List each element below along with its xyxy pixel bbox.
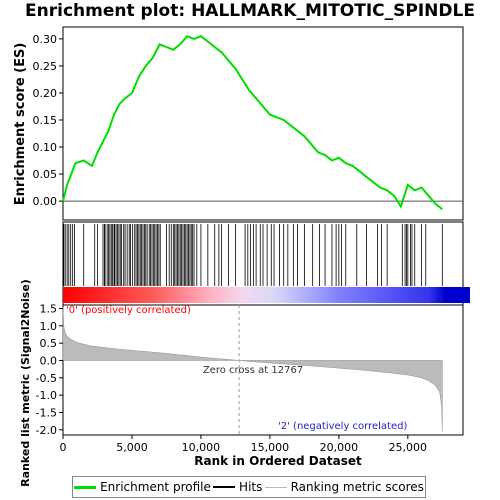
x-axis-label: Rank in Ordered Dataset [194, 454, 362, 468]
x-tick-label: 15,000 [251, 441, 290, 454]
es-panel-frame [62, 26, 464, 221]
legend-label-enrichment-profile: Enrichment profile [100, 480, 211, 494]
es-y-tick-label: 0.05 [33, 168, 58, 181]
legend-label-ranking-metric: Ranking metric scores [290, 480, 424, 494]
zero-cross-label: Zero cross at 12767 [203, 365, 303, 376]
es-y-axis-label: Enrichment score (ES) [13, 43, 28, 206]
legend: Enrichment profile Hits Ranking metric s… [72, 476, 426, 498]
es-y-tick-label: 0.20 [33, 87, 58, 100]
rank-y-tick-label: 1.0 [40, 320, 58, 333]
es-y-axis-ticks: 0.00 0.05 0.10 0.15 0.20 0.25 0.30 [33, 33, 63, 208]
rank-y-axis-label: Ranked list metric (Signal2Noise) [19, 279, 32, 487]
x-tick-label: 25,000 [389, 441, 428, 454]
legend-item-hits: Hits [213, 480, 262, 494]
chart-title: Enrichment plot: HALLMARK_MITOTIC_SPINDL… [25, 1, 475, 21]
rank-y-tick-label: -1.0 [36, 389, 57, 402]
rank-y-tick-label: 0.5 [40, 337, 58, 350]
x-tick-label: 5,000 [116, 441, 148, 454]
es-y-tick-label: 0.00 [33, 195, 58, 208]
ranking-metric-series [62, 306, 443, 432]
ranking-metric-area [62, 306, 443, 432]
legend-label-hits: Hits [239, 480, 263, 494]
enrichment-profile-line [62, 35, 443, 210]
es-y-tick-label: 0.15 [33, 114, 58, 127]
legend-swatch-ranking [264, 486, 287, 488]
legend-swatch-hits [213, 486, 236, 488]
rank-y-tick-label: -2.0 [36, 424, 57, 437]
es-y-tick-label: 0.25 [33, 60, 58, 73]
es-y-tick-label: 0.10 [33, 141, 58, 154]
rank-y-tick-label: 1.5 [40, 302, 58, 315]
x-tick-label: 10,000 [182, 441, 221, 454]
rank-y-tick-label: -0.5 [36, 372, 57, 385]
rank-y-tick-label: -1.5 [36, 406, 57, 419]
legend-item-enrichment-profile: Enrichment profile [74, 480, 211, 494]
x-axis-ticks: 0 5,000 10,000 15,000 20,000 25,000 [60, 435, 428, 454]
negative-correlation-label: '2' (negatively correlated) [278, 421, 407, 432]
hit-lines [63, 224, 443, 286]
rank-colorbar [63, 287, 470, 303]
rank-y-axis-ticks: 1.5 1.0 0.5 0.0 -0.5 -1.0 -1.5 -2.0 [36, 302, 63, 437]
es-y-tick-label: 0.30 [33, 33, 58, 46]
rank-y-tick-label: 0.0 [40, 354, 58, 367]
positive-correlation-label: '0' (positively correlated) [66, 305, 191, 316]
x-tick-label: 20,000 [320, 441, 359, 454]
legend-swatch-enrichment [74, 485, 97, 489]
legend-item-ranking-metric: Ranking metric scores [264, 480, 424, 494]
x-tick-label: 0 [60, 441, 67, 454]
enrichment-profile-series [62, 35, 443, 210]
